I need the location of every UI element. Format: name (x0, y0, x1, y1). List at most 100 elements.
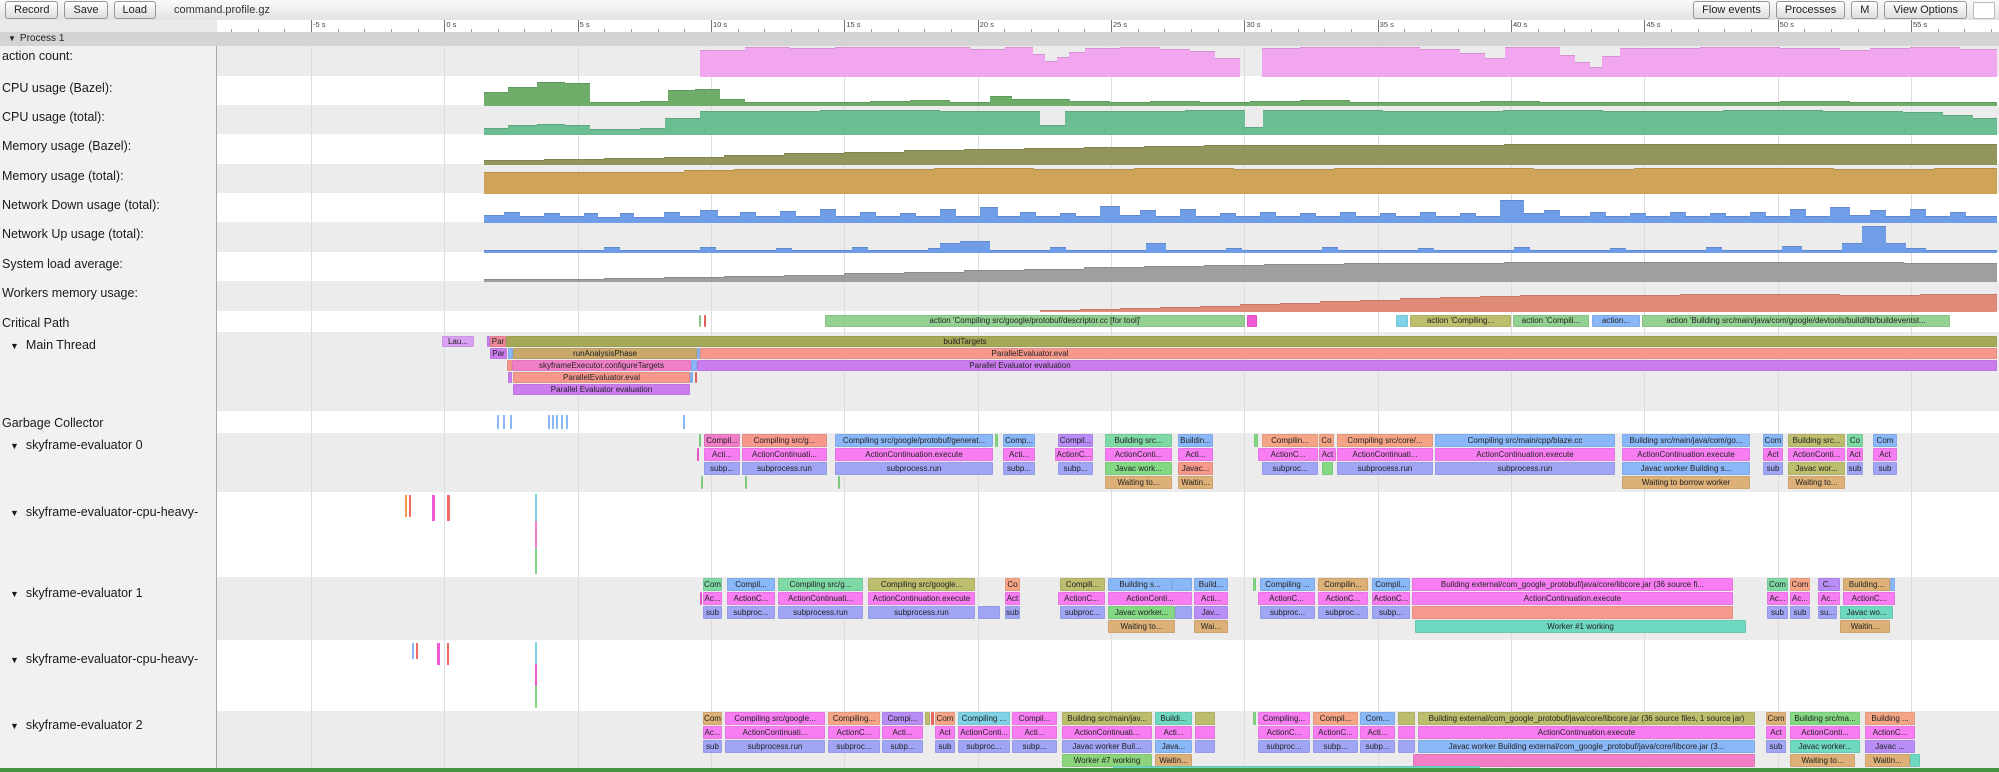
task-bar[interactable]: ActionC... (1258, 592, 1315, 605)
counter-bar[interactable] (484, 172, 584, 194)
counter-bar[interactable] (756, 216, 780, 223)
metadata-button[interactable]: M (1851, 1, 1879, 19)
event-mark[interactable] (416, 643, 418, 659)
task-bar[interactable]: subproc... (1318, 606, 1368, 619)
counter-bar[interactable] (1603, 111, 1723, 135)
task-bar[interactable]: Ac... (1767, 592, 1788, 605)
task-bar[interactable]: sub (1766, 740, 1786, 753)
counter-bar[interactable] (1300, 47, 1360, 77)
counter-bar[interactable] (1300, 213, 1316, 223)
counter-bar[interactable] (700, 111, 820, 135)
task-bar[interactable] (1254, 434, 1258, 447)
task-bar[interactable]: Lau... (442, 336, 474, 347)
counter-bar[interactable] (484, 250, 604, 253)
task-bar[interactable]: ActionConti... (1790, 726, 1860, 739)
task-bar[interactable]: Compilin... (1262, 434, 1318, 447)
counter-bar[interactable] (1646, 216, 1670, 223)
task-bar[interactable]: subp... (1012, 740, 1057, 753)
track-label-skyframe-evaluator-cpu-heavy[interactable]: ▼ skyframe-evaluator-cpu-heavy- (10, 505, 199, 519)
task-bar[interactable]: Par (490, 348, 507, 359)
counter-bar[interactable] (876, 216, 900, 223)
task-bar[interactable]: subp... (1313, 740, 1358, 753)
task-bar[interactable] (1175, 606, 1192, 619)
task-bar[interactable]: sub (1005, 606, 1020, 619)
task-bar[interactable]: Buildi... (1155, 712, 1192, 725)
task-bar[interactable]: sub (1767, 606, 1788, 619)
counter-bar[interactable] (1134, 168, 1234, 194)
task-bar[interactable]: Com (1790, 578, 1810, 591)
task-bar[interactable]: subproc... (1260, 606, 1315, 619)
counter-bar[interactable] (484, 160, 544, 165)
counter-bar[interactable] (1504, 262, 1604, 282)
counter-bar[interactable] (1085, 48, 1120, 77)
task-bar[interactable]: Building external/com_google_protobuf/ja… (1418, 712, 1755, 725)
counter-bar[interactable] (1503, 110, 1603, 135)
counter-bar[interactable] (940, 209, 956, 223)
counter-bar[interactable] (1780, 48, 1840, 77)
task-bar[interactable]: ActionC... (1258, 448, 1318, 461)
task-bar[interactable]: Compiling src/g... (778, 578, 863, 591)
task-bar[interactable]: subprocess.run (1435, 462, 1615, 475)
counter-bar[interactable] (1060, 213, 1076, 223)
counter-bar[interactable] (1804, 144, 1904, 165)
counter-bar[interactable] (1790, 209, 1806, 223)
counter-bar[interactable] (1226, 248, 1242, 253)
task-bar[interactable]: Compiling src/google... (725, 712, 825, 725)
task-bar[interactable]: Acti... (1012, 726, 1057, 739)
task-bar[interactable]: Ac... (1790, 592, 1810, 605)
counter-bar[interactable] (1120, 47, 1160, 77)
counter-bar[interactable] (1144, 146, 1204, 165)
counter-bar[interactable] (668, 90, 695, 106)
task-bar[interactable]: Acti... (882, 726, 923, 739)
counter-bar[interactable] (790, 102, 830, 106)
task-bar[interactable]: Javac worker Building s... (1622, 462, 1750, 475)
counter-bar[interactable] (1620, 48, 1700, 77)
counter-bar[interactable] (1280, 303, 1320, 312)
counter-bar[interactable] (844, 273, 904, 282)
task-bar[interactable]: Compiling... (828, 712, 880, 725)
task-bar[interactable]: Compiling ... (958, 712, 1010, 725)
task-bar[interactable]: Compilin... (1318, 578, 1368, 591)
counter-bar[interactable] (734, 169, 834, 194)
task-bar[interactable]: Act (1847, 448, 1863, 461)
counter-bar[interactable] (1806, 216, 1830, 223)
task-bar[interactable]: ActionContinuati... (1062, 726, 1152, 739)
task-bar[interactable] (1413, 754, 1755, 767)
task-bar[interactable]: subproc... (828, 740, 880, 753)
event-mark[interactable] (683, 415, 685, 429)
task-bar[interactable]: sub (1790, 606, 1810, 619)
task-bar[interactable] (978, 606, 1000, 619)
counter-bar[interactable] (604, 247, 620, 253)
counter-bar[interactable] (956, 216, 980, 223)
task-bar[interactable]: ActionContinuation.execute (868, 592, 975, 605)
counter-bar[interactable] (634, 217, 664, 223)
task-bar[interactable]: Compiling src/google... (868, 578, 975, 591)
counter-bar[interactable] (1057, 57, 1069, 77)
counter-bar[interactable] (695, 89, 720, 106)
counter-bar[interactable] (834, 169, 934, 194)
counter-bar[interactable] (1084, 267, 1144, 282)
counter-bar[interactable] (964, 270, 1024, 282)
task-bar[interactable] (700, 592, 702, 605)
task-bar[interactable]: ActionContinuation.execute (1418, 726, 1755, 739)
task-bar[interactable] (508, 372, 512, 383)
counter-bar[interactable] (1100, 206, 1120, 223)
task-bar[interactable]: ActionConti... (1105, 448, 1172, 461)
task-bar[interactable]: Javac worker Buil... (1062, 740, 1152, 753)
counter-bar[interactable] (1420, 102, 1480, 106)
counter-bar[interactable] (835, 47, 880, 77)
task-bar[interactable]: Compili... (1060, 578, 1105, 591)
task-bar[interactable]: Acti... (704, 448, 740, 461)
task-bar[interactable] (1195, 726, 1215, 739)
counter-bar[interactable] (1420, 212, 1436, 223)
counter-bar[interactable] (1460, 213, 1476, 223)
counter-bar[interactable] (590, 102, 640, 106)
counter-bar[interactable] (960, 241, 990, 253)
counter-bar[interactable] (1196, 216, 1220, 223)
task-bar[interactable]: Javac worker... (1108, 606, 1175, 619)
counter-bar[interactable] (1842, 243, 1862, 253)
event-mark[interactable] (497, 415, 499, 429)
task-bar[interactable]: Buildin... (1178, 434, 1213, 447)
counter-bar[interactable] (1534, 169, 1634, 194)
task-bar[interactable] (1412, 606, 1733, 619)
